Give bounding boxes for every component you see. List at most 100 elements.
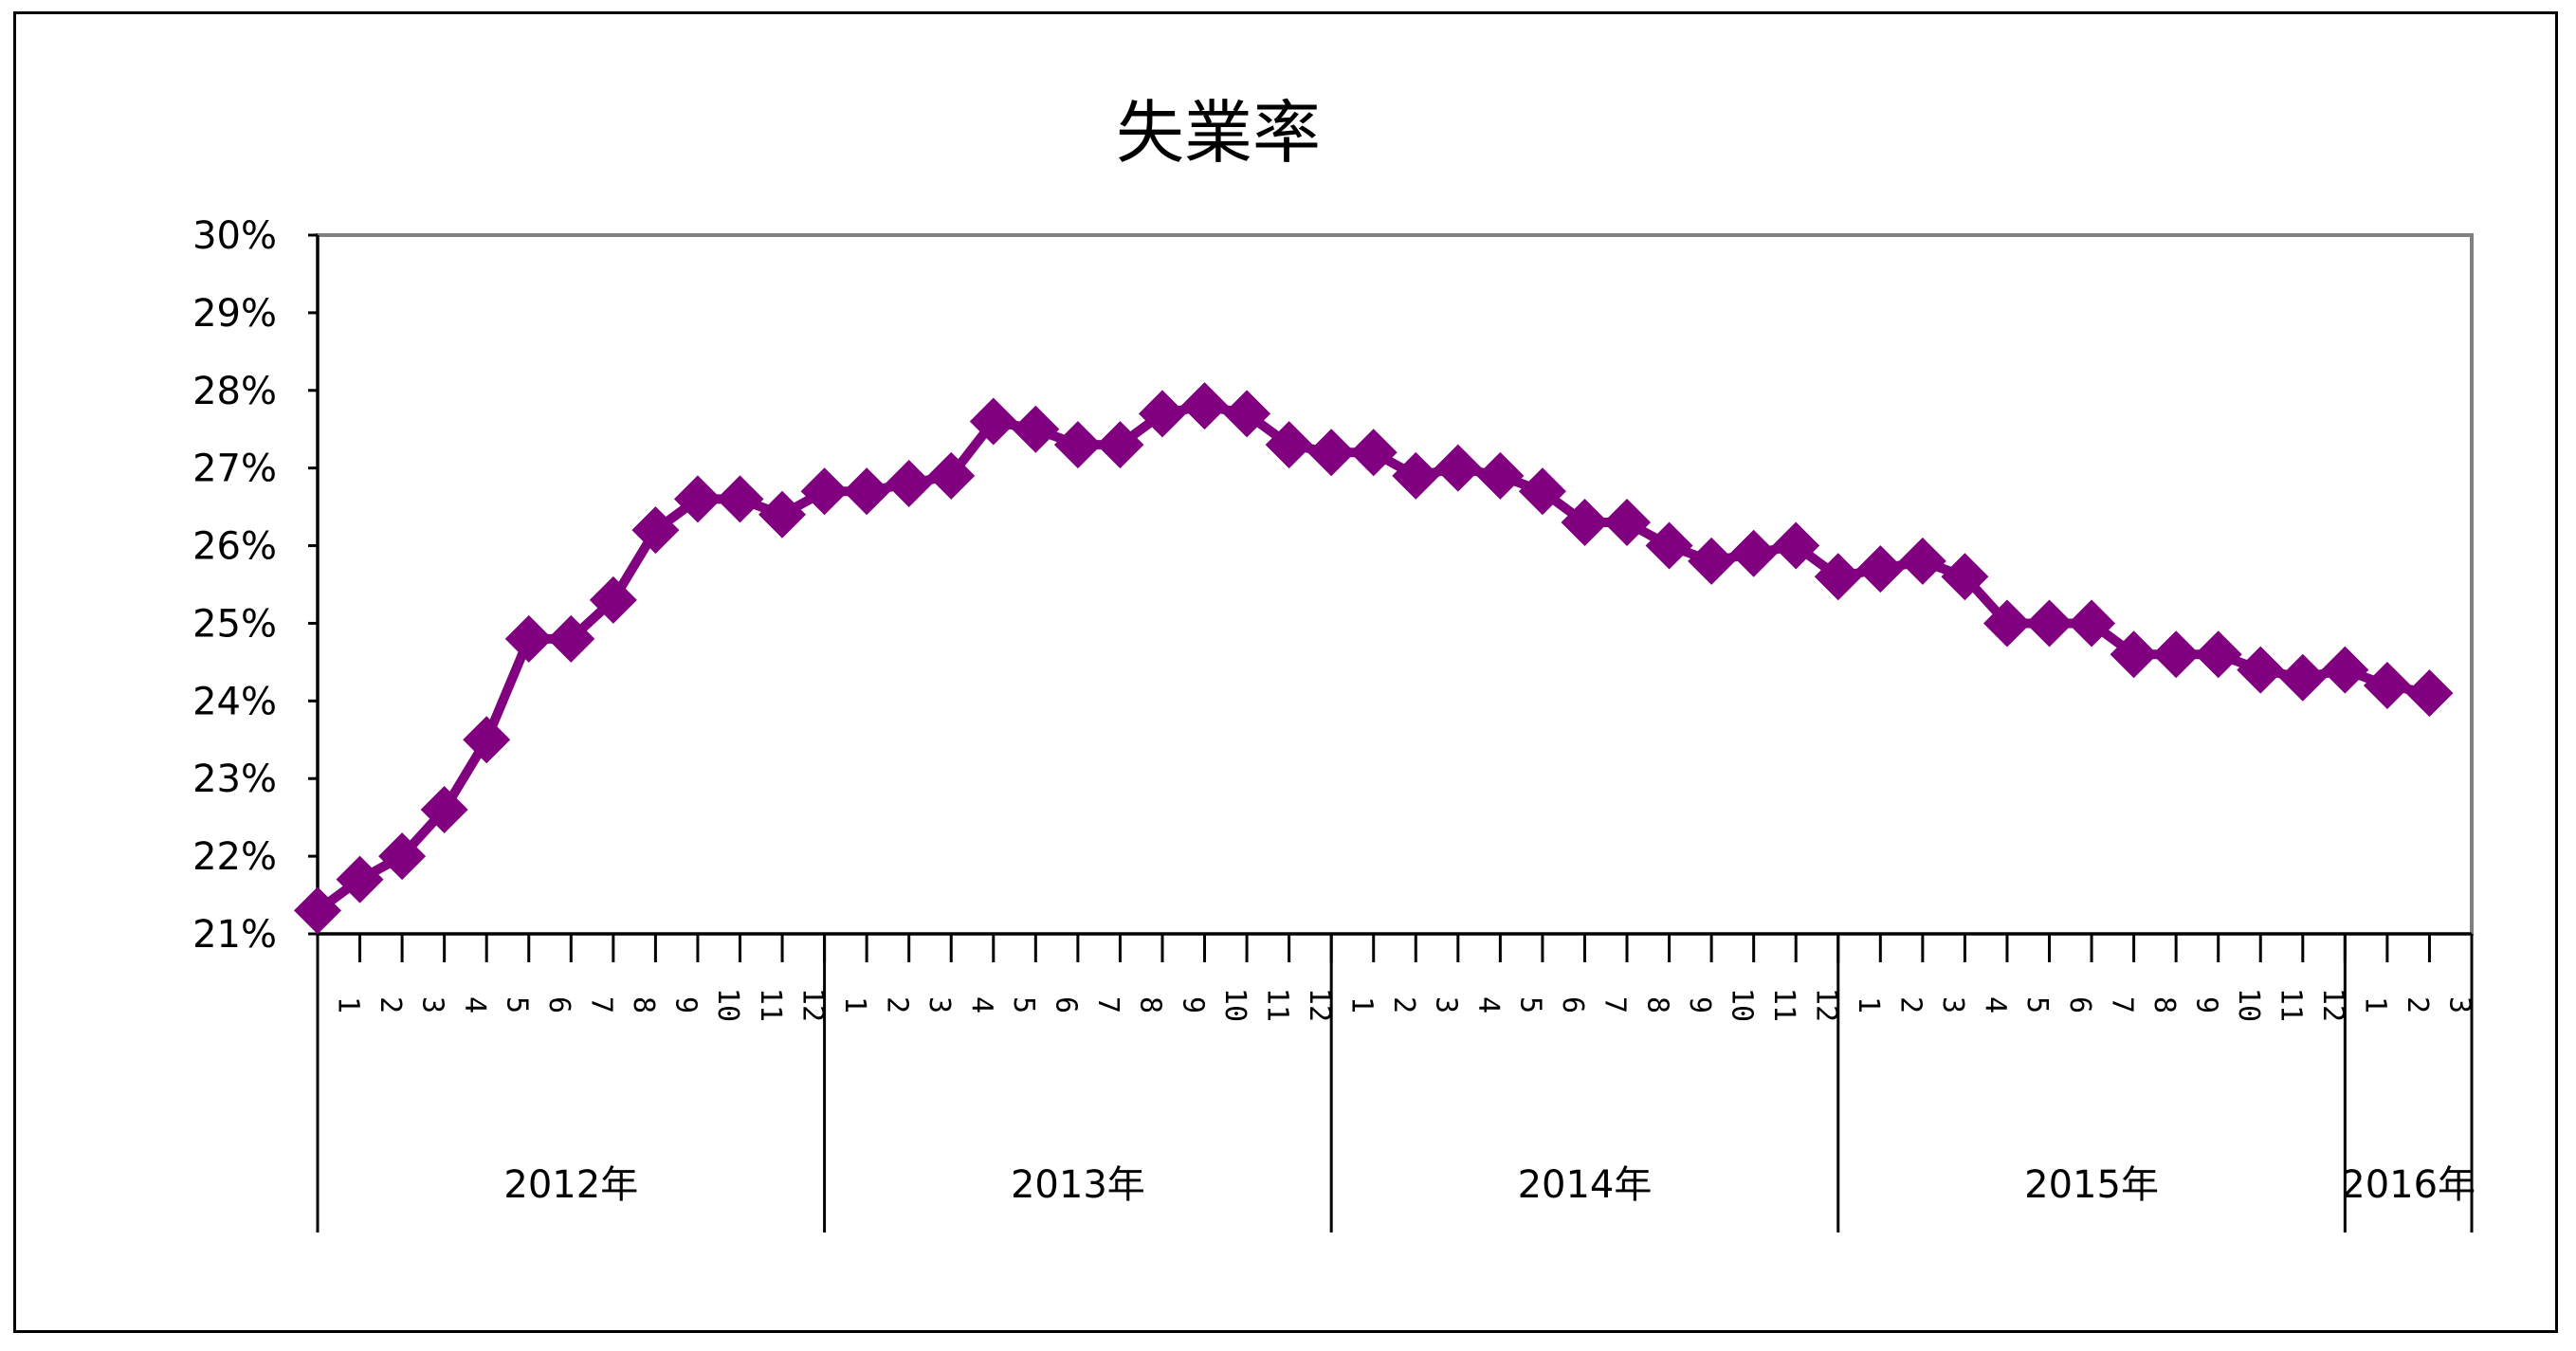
data-point	[1138, 390, 1186, 438]
data-point	[1856, 545, 1905, 593]
x-month-label: 10	[2232, 988, 2265, 1022]
x-month-label: 10	[1725, 988, 1758, 1022]
x-month-label: 3	[2443, 996, 2476, 1013]
x-month-label: 3	[415, 996, 448, 1013]
x-year-label: 2012年	[503, 1163, 638, 1207]
plot-area	[316, 233, 2474, 936]
series-unemployment-rate	[294, 382, 2454, 935]
data-point	[1053, 421, 1102, 469]
data-point	[2363, 661, 2411, 709]
x-month-label: 8	[627, 996, 660, 1013]
data-point	[2237, 646, 2285, 694]
data-point	[547, 614, 595, 663]
y-tick-label: 28%	[192, 370, 277, 413]
x-year-label: 2014年	[1518, 1163, 1653, 1207]
x-month-label: 12	[1303, 988, 1336, 1022]
data-point	[1561, 498, 1609, 546]
data-point	[1392, 451, 1440, 500]
data-point	[1349, 429, 1398, 477]
x-month-label: 6	[2063, 996, 2096, 1013]
x-month-label: 3	[923, 996, 956, 1013]
y-tick-label: 22%	[192, 835, 277, 879]
x-month-label: 9	[2189, 996, 2222, 1013]
x-month-label: 11	[1260, 988, 1293, 1022]
x-month-label: 7	[585, 996, 618, 1013]
x-month-label: 10	[711, 988, 744, 1022]
x-month-label: 6	[542, 996, 575, 1013]
data-point	[758, 490, 807, 539]
x-month-label: 1	[331, 996, 364, 1013]
data-point	[1688, 537, 1736, 585]
y-tick-label: 21%	[192, 913, 277, 957]
x-month-label: 1	[1852, 996, 1885, 1013]
data-point	[463, 716, 511, 764]
x-month-label: 11	[1767, 988, 1800, 1022]
x-axis-year-labels: 2012年 2013年 2014年 2015年 2016年	[503, 1163, 2476, 1207]
y-tick-label: 24%	[192, 680, 277, 723]
y-tick-label: 26%	[192, 525, 277, 569]
data-point	[2278, 653, 2327, 702]
data-point	[1434, 444, 1482, 492]
x-month-label: 9	[1683, 996, 1716, 1013]
x-month-label: 9	[669, 996, 703, 1013]
data-point	[504, 614, 553, 663]
x-year-label: 2015年	[2024, 1163, 2159, 1207]
data-point	[2025, 599, 2074, 648]
x-month-label: 1	[838, 996, 871, 1013]
data-point	[1603, 498, 1652, 546]
data-point	[1096, 421, 1144, 469]
x-month-label: 12	[2316, 988, 2349, 1022]
axes	[308, 233, 2474, 1232]
x-month-label: 2	[1387, 996, 1420, 1013]
data-point	[2110, 630, 2158, 679]
x-month-label: 7	[2105, 996, 2138, 1013]
y-tick-label: 29%	[192, 292, 277, 336]
data-point	[800, 467, 849, 516]
data-point	[1645, 521, 1693, 570]
data-point	[2405, 669, 2454, 718]
x-month-label: 7	[1091, 996, 1124, 1013]
x-month-label: 12	[795, 988, 829, 1022]
data-point	[1941, 553, 1989, 601]
data-point	[1307, 429, 1356, 477]
data-point	[843, 467, 891, 516]
x-month-label: 8	[2147, 996, 2181, 1013]
x-month-label: 2	[1894, 996, 1927, 1013]
x-month-label: 8	[1640, 996, 1673, 1013]
data-point	[716, 475, 764, 523]
x-month-label: 4	[458, 996, 491, 1013]
x-month-label: 1	[2359, 996, 2392, 1013]
data-point	[589, 575, 637, 624]
data-point	[2321, 646, 2369, 694]
data-point	[2152, 630, 2201, 679]
data-point	[885, 460, 933, 508]
data-point	[1012, 405, 1060, 453]
x-month-label: 11	[2275, 988, 2308, 1022]
data-point	[378, 832, 427, 881]
data-point	[927, 451, 976, 500]
x-month-label: 2	[2401, 996, 2434, 1013]
x-year-label: 2016年	[2341, 1163, 2476, 1207]
data-point	[631, 506, 680, 555]
x-month-label: 4	[965, 996, 998, 1013]
data-point	[420, 785, 468, 833]
x-month-label: 5	[1007, 996, 1040, 1013]
x-month-label: 10	[1218, 988, 1251, 1022]
y-tick-label: 27%	[192, 447, 277, 491]
y-tick-label: 23%	[192, 758, 277, 801]
x-month-label: 2	[880, 996, 913, 1013]
data-point	[1180, 382, 1229, 430]
x-month-label: 9	[1176, 996, 1209, 1013]
x-month-label: 1	[1344, 996, 1378, 1013]
x-month-label: 3	[1936, 996, 1969, 1013]
x-month-label: 5	[2020, 996, 2054, 1013]
x-axis-month-labels: 1 2 3 4 5 6 7 8 9 10 11 12 1 2 3 4 5 6 7 8 9 10 11 12 1 2 3 4 5 6 7 8 9 1…	[331, 988, 2476, 1022]
x-month-label: 6	[1050, 996, 1083, 1013]
data-point	[969, 397, 1017, 446]
data-point	[673, 475, 722, 523]
data-point	[1814, 553, 1862, 601]
y-tick-label: 30%	[192, 214, 277, 258]
data-point	[294, 886, 341, 935]
